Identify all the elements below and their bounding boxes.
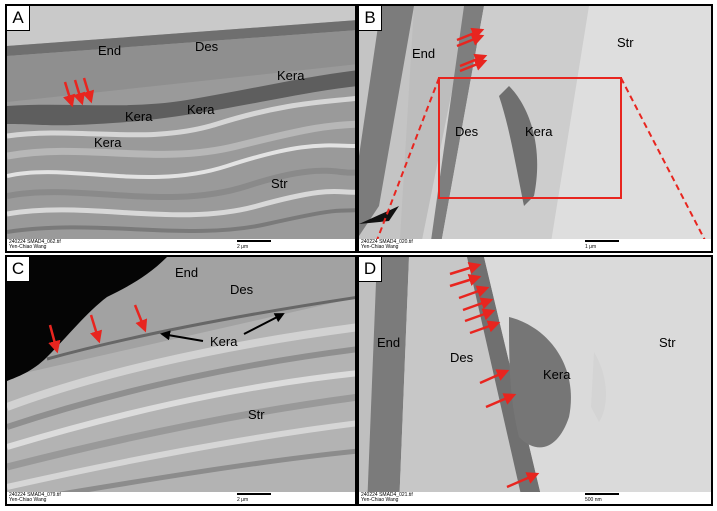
panel-a: A End Des Kera Kera Kera Kera Str 240224… — [5, 4, 357, 253]
panel-b: B End Des Kera Str 240224 SMAD4_020.tif … — [357, 4, 713, 253]
panel-letter: A — [7, 6, 30, 31]
label-des: Des — [230, 282, 254, 297]
label-kera: Kera — [187, 102, 215, 117]
label-str: Str — [248, 407, 265, 422]
scale-bar — [237, 493, 271, 495]
label-kera: Kera — [210, 334, 238, 349]
panel-c-micrograph — [7, 257, 355, 504]
image-footer: 240224 SMAD4_021.tif Yen-Chiao Wang 500 … — [359, 492, 711, 504]
label-kera: Kera — [125, 109, 153, 124]
image-footer: 240224 SMAD4_062.tif Yen-Chiao Wang 2 μm — [7, 239, 355, 251]
label-str: Str — [617, 35, 634, 50]
label-kera: Kera — [277, 68, 305, 83]
file-name: 240224 SMAD4_079.tif — [9, 492, 61, 498]
panel-letter: C — [7, 257, 30, 282]
image-footer: 240224 SMAD4_079.tif Yen-Chiao Wang 2 μm — [7, 492, 355, 504]
scale-label: 1 μm — [585, 244, 597, 250]
image-footer: 240224 SMAD4_020.tif Yen-Chiao Wang 1 μm — [359, 239, 711, 251]
panel-d-micrograph — [359, 257, 711, 504]
author: Yen-Chiao Wang — [9, 244, 47, 250]
label-end: End — [412, 46, 436, 61]
scale-bar — [585, 240, 619, 242]
file-name: 240224 SMAD4_020.tif — [361, 239, 413, 245]
panel-letter: B — [359, 6, 382, 31]
scale-label: 2 μm — [237, 244, 249, 250]
label-des: Des — [455, 124, 479, 139]
author: Yen-Chiao Wang — [361, 244, 399, 250]
label-end: End — [377, 335, 401, 350]
panel-letter: D — [359, 257, 382, 282]
panel-c: C End Des Kera Str 240224 SMAD4_079.tif … — [5, 255, 357, 506]
label-str: Str — [271, 176, 288, 191]
label-des: Des — [195, 39, 219, 54]
scale-bar — [237, 240, 271, 242]
file-name: 240224 SMAD4_062.tif — [9, 239, 61, 245]
label-end: End — [175, 265, 199, 280]
scale-label: 2 μm — [237, 497, 249, 503]
scale-bar — [585, 493, 619, 495]
file-name: 240224 SMAD4_021.tif — [361, 492, 413, 498]
author: Yen-Chiao Wang — [361, 497, 399, 503]
label-kera: Kera — [94, 135, 122, 150]
label-end: End — [98, 43, 122, 58]
label-str: Str — [659, 335, 676, 350]
panel-a-micrograph — [7, 6, 355, 251]
scale-label: 500 nm — [585, 497, 602, 503]
label-kera: Kera — [543, 367, 571, 382]
author: Yen-Chiao Wang — [9, 497, 47, 503]
label-des: Des — [450, 350, 474, 365]
label-kera: Kera — [525, 124, 553, 139]
panel-d: D End Des Kera Str 240224 SMAD4_021.tif … — [357, 255, 713, 506]
